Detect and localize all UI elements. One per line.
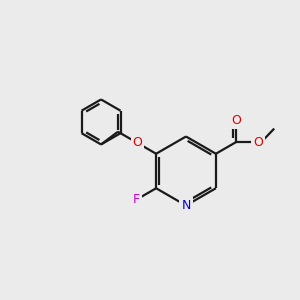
Text: O: O [231, 114, 241, 127]
Text: N: N [181, 199, 191, 212]
Text: O: O [133, 136, 142, 149]
Text: O: O [253, 136, 263, 148]
Text: F: F [133, 193, 140, 206]
